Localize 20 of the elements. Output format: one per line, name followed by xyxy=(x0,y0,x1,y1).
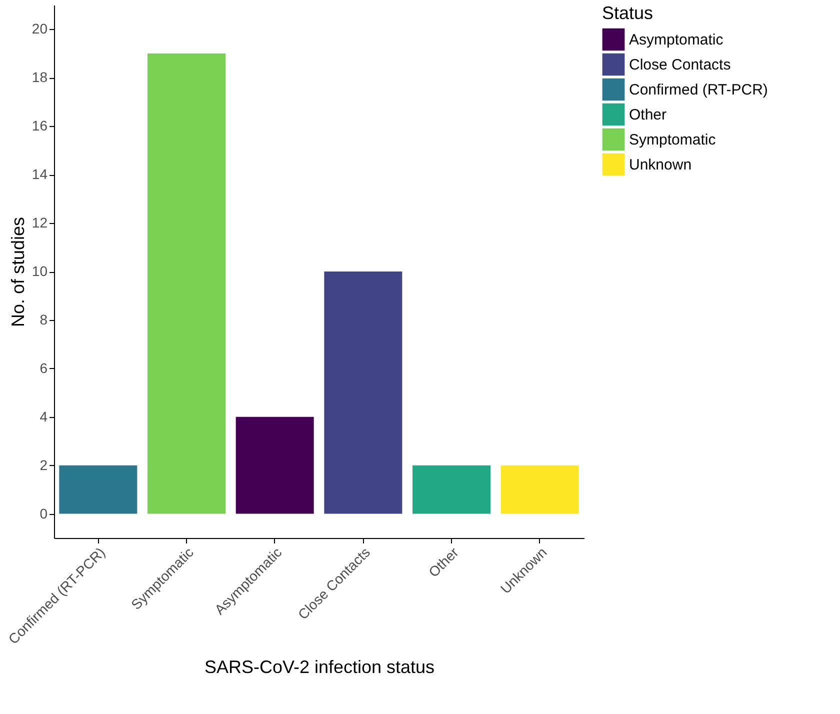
legend-title: Status xyxy=(602,3,654,23)
y-tick-label: 0 xyxy=(40,505,48,522)
legend-label: Unknown xyxy=(629,156,692,174)
y-tick-label: 6 xyxy=(40,360,48,376)
y-axis-title: No. of studies xyxy=(8,216,28,328)
legend-label: Close Contacts xyxy=(629,56,731,74)
legend-label: Symptomatic xyxy=(629,132,716,148)
y-tick-label: 14 xyxy=(32,166,48,182)
y-tick-label: 16 xyxy=(32,118,48,134)
y-tick-label: 20 xyxy=(32,20,48,37)
legend-label: Asymptomatic xyxy=(629,32,724,48)
y-tick-label: 4 xyxy=(40,408,48,424)
legend-label: Other xyxy=(629,106,667,124)
legend-label: Confirmed (RT-PCR) xyxy=(629,82,768,98)
y-tick-label: 10 xyxy=(32,263,48,279)
y-tick-label: 2 xyxy=(40,456,48,473)
x-axis-title: SARS-CoV-2 infection status xyxy=(204,657,435,678)
y-tick-label: 8 xyxy=(40,311,48,328)
y-tick-label: 18 xyxy=(32,69,48,86)
y-tick-label: 12 xyxy=(32,214,48,231)
